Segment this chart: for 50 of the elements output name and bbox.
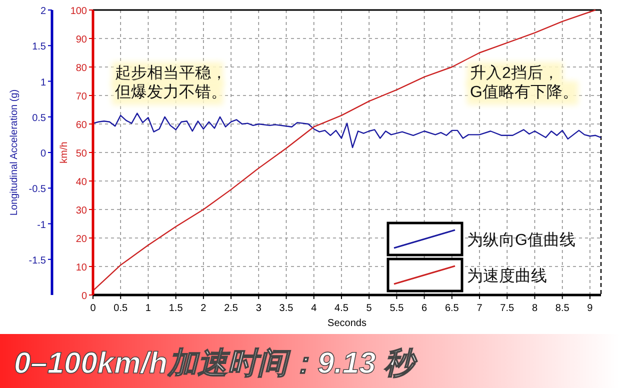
annotation: 但爆发力不错。 [115, 83, 227, 101]
y2-tick-label: 1 [40, 77, 46, 88]
x-tick-label: 3 [256, 303, 262, 314]
y2-tick-label: 0.5 [32, 112, 46, 124]
y-axis-title: km/h [59, 142, 70, 164]
line-series [92, 112, 602, 148]
y2-axis-title: Longitudinal Acceleration (g) [9, 89, 20, 216]
x-tick-label: 0.5 [114, 303, 128, 314]
y2-tick-label: 1.5 [32, 42, 46, 53]
y-tick-label: 90 [76, 34, 88, 46]
annotation: G值略有下降。 [470, 84, 578, 101]
y-tick-label: 100 [70, 6, 88, 17]
y-tick-label: 20 [76, 234, 88, 245]
annotation: 起步相当平稳， [115, 64, 227, 82]
y2-tick-label: -0.5 [28, 184, 46, 196]
y-tick-label: 10 [76, 262, 88, 274]
x-tick-label: 4.5 [334, 303, 349, 314]
line-series [92, 9, 596, 292]
x-tick-label: 6.5 [444, 303, 460, 314]
x-tick-label: 6 [422, 303, 428, 314]
y2-tick-label: -1 [37, 220, 46, 231]
x-tick-label: 5.5 [390, 303, 404, 314]
y-tick-label: 0 [81, 291, 88, 302]
x-tick-label: 1 [145, 303, 152, 314]
y2-tick-label: -1.5 [28, 255, 46, 266]
y-tick-label: 50 [76, 148, 88, 160]
y2-tick-label: 0 [40, 148, 46, 160]
x-tick-label: 0 [90, 303, 96, 314]
y-tick-label: 60 [76, 120, 88, 131]
x-tick-label: 8 [532, 303, 538, 314]
x-tick-label: 9 [587, 303, 594, 314]
y-tick-label: 30 [76, 206, 88, 216]
x-tick-label: 1.5 [168, 303, 184, 314]
annotation: 升入2挡后， [470, 64, 559, 82]
x-tick-label: 2.5 [224, 303, 238, 314]
y2-tick-label: 2 [40, 6, 46, 17]
text: 0–100km/h加速时间：9.13 秒 [14, 347, 418, 380]
x-tick-label: 2 [200, 303, 207, 314]
x-tick-label: 7.5 [500, 303, 515, 314]
x-tick-label: 7 [476, 303, 483, 314]
y-tick-label: 80 [76, 63, 88, 74]
x-axis-title: Seconds [328, 318, 366, 329]
legend-label: 为纵向G值曲线 [467, 231, 576, 249]
x-tick-label: 8.5 [555, 303, 570, 314]
x-tick-label: 5 [366, 303, 372, 314]
legend-label: 为速度曲线 [467, 267, 547, 285]
y-tick-label: 40 [76, 177, 88, 188]
x-tick-label: 4 [311, 303, 318, 314]
y-tick-label: 70 [76, 92, 88, 102]
x-tick-label: 3.5 [279, 303, 294, 314]
